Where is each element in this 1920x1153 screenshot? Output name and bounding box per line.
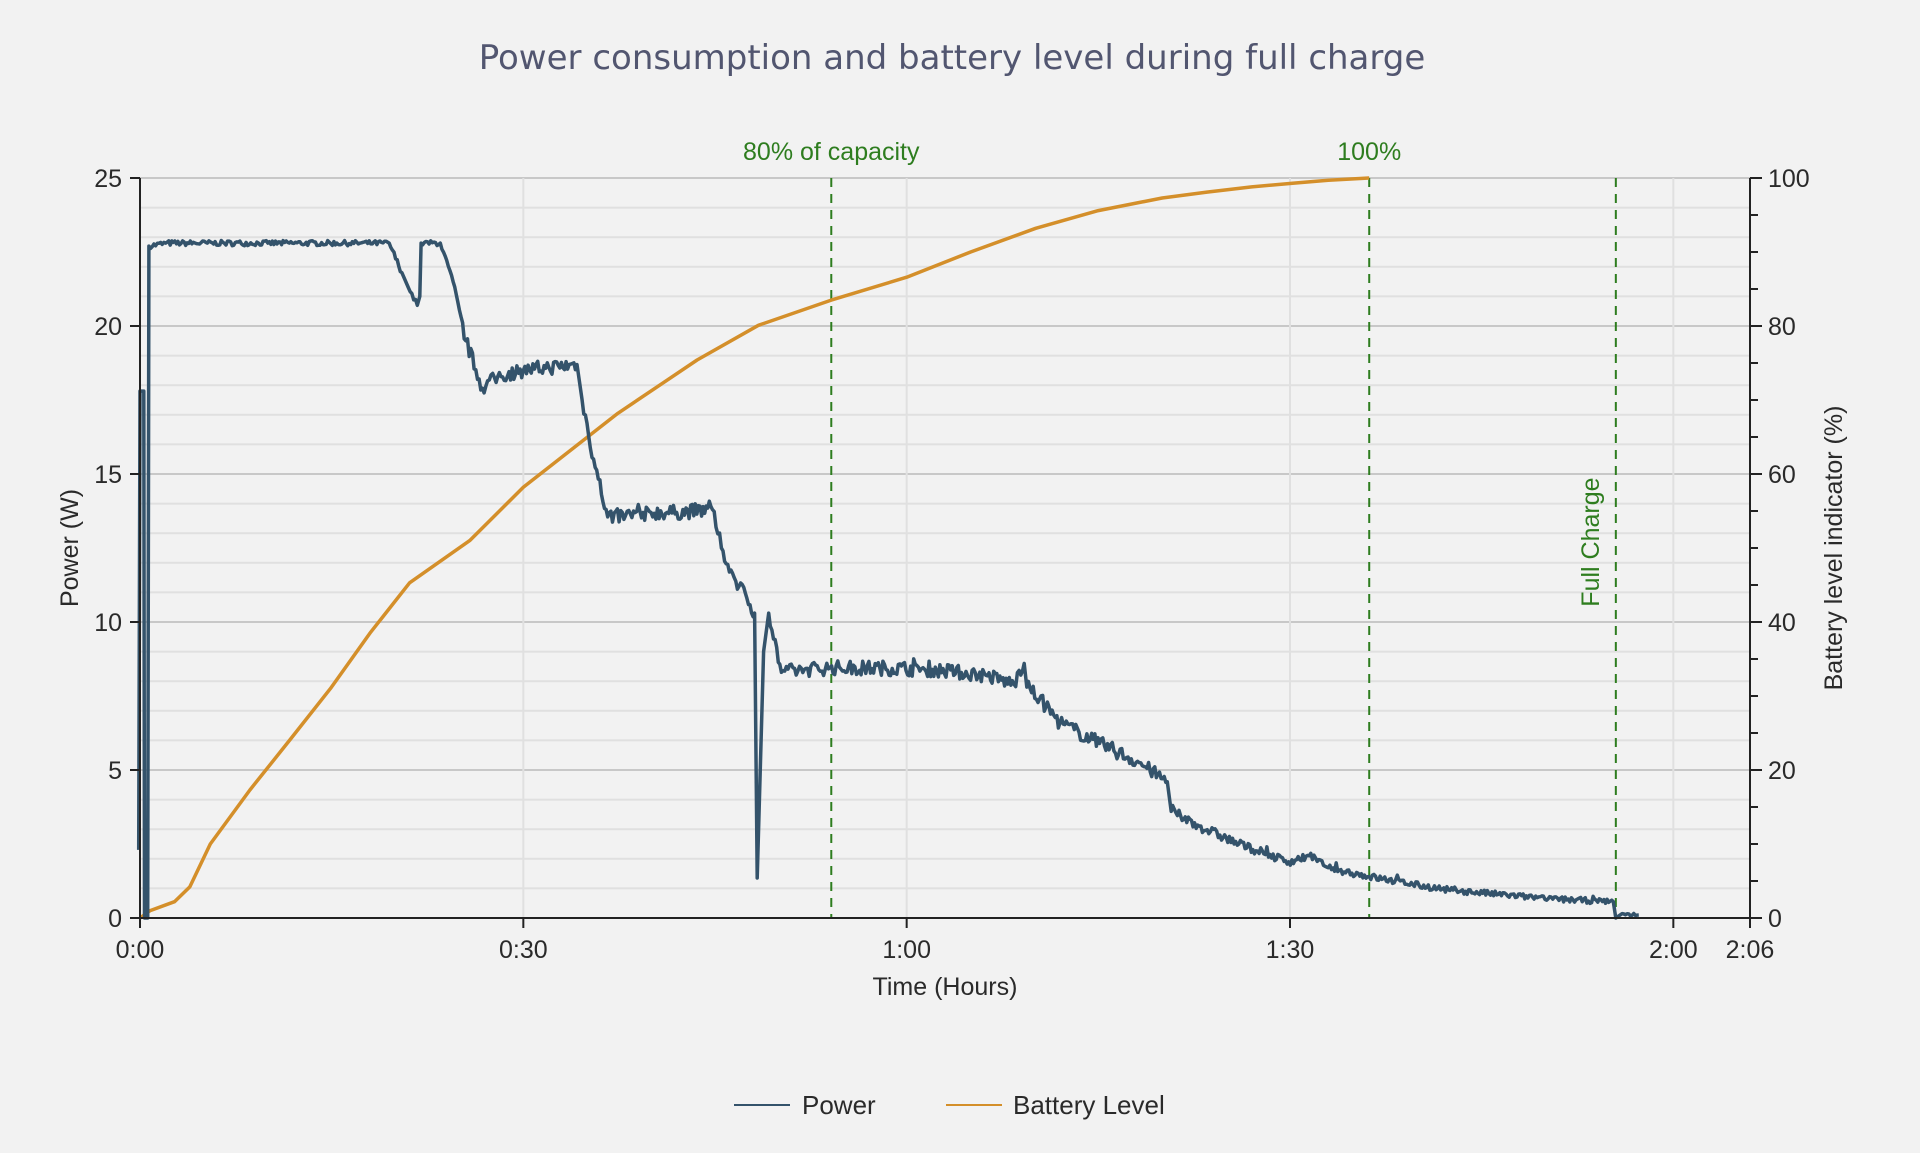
x-tick-label: 1:00 [882, 936, 931, 964]
y-tick-label: 25 [94, 165, 122, 193]
annotations: 80% of capacity 100% Full Charge [743, 138, 1617, 918]
legend-label-battery-level: Battery Level [1013, 1090, 1165, 1120]
y-tick-label: 0 [108, 905, 122, 933]
y2-axis-title: Battery level indicator (%) [1820, 406, 1848, 691]
y2-tick-label: 40 [1768, 609, 1796, 637]
grid-major [140, 177, 1750, 771]
x-tick-label: 0:00 [116, 936, 165, 964]
chart-title: Power consumption and battery level duri… [479, 38, 1426, 78]
x-tick-label: 2:06 [1726, 936, 1775, 964]
axes [139, 178, 1751, 919]
x-axis-title: Time (Hours) [873, 973, 1018, 1001]
y-tick-label: 15 [94, 461, 122, 489]
y-tick-label: 20 [94, 313, 122, 341]
legend-item-power[interactable]: Power [734, 1090, 876, 1120]
legend-label-power: Power [802, 1090, 876, 1120]
series-layer [136, 176, 1639, 920]
y-tick-label: 5 [108, 757, 122, 785]
y2-tick-label: 20 [1768, 757, 1796, 785]
series-line-power [136, 238, 1639, 920]
series-line-battery-level [138, 176, 1370, 920]
x-ticks: 0:00 0:30 1:00 1:30 2:00 2:06 [116, 918, 1775, 964]
y2-tick-label: 100 [1768, 165, 1810, 193]
x-tick-label: 0:30 [499, 936, 548, 964]
y-axis-title: Power (W) [56, 489, 84, 607]
x-tick-label: 1:30 [1266, 936, 1315, 964]
y-ticks: 0 5 10 15 20 25 [94, 165, 140, 933]
legend: Power Battery Level [734, 1090, 1165, 1120]
y2-tick-label: 0 [1768, 905, 1782, 933]
y2-ticks: 0 20 40 60 80 100 [1750, 165, 1810, 933]
y-tick-label: 10 [94, 609, 122, 637]
x-tick-label: 2:00 [1649, 936, 1698, 964]
grid-minor [140, 206, 1750, 890]
annotation-label: 80% of capacity [743, 138, 920, 166]
y2-tick-label: 60 [1768, 461, 1796, 489]
legend-item-battery-level[interactable]: Battery Level [946, 1090, 1165, 1120]
grid-vertical [522, 178, 1675, 918]
y2-tick-label: 80 [1768, 313, 1796, 341]
annotation-label: 100% [1337, 138, 1401, 166]
annotation-label: Full Charge [1577, 477, 1605, 606]
